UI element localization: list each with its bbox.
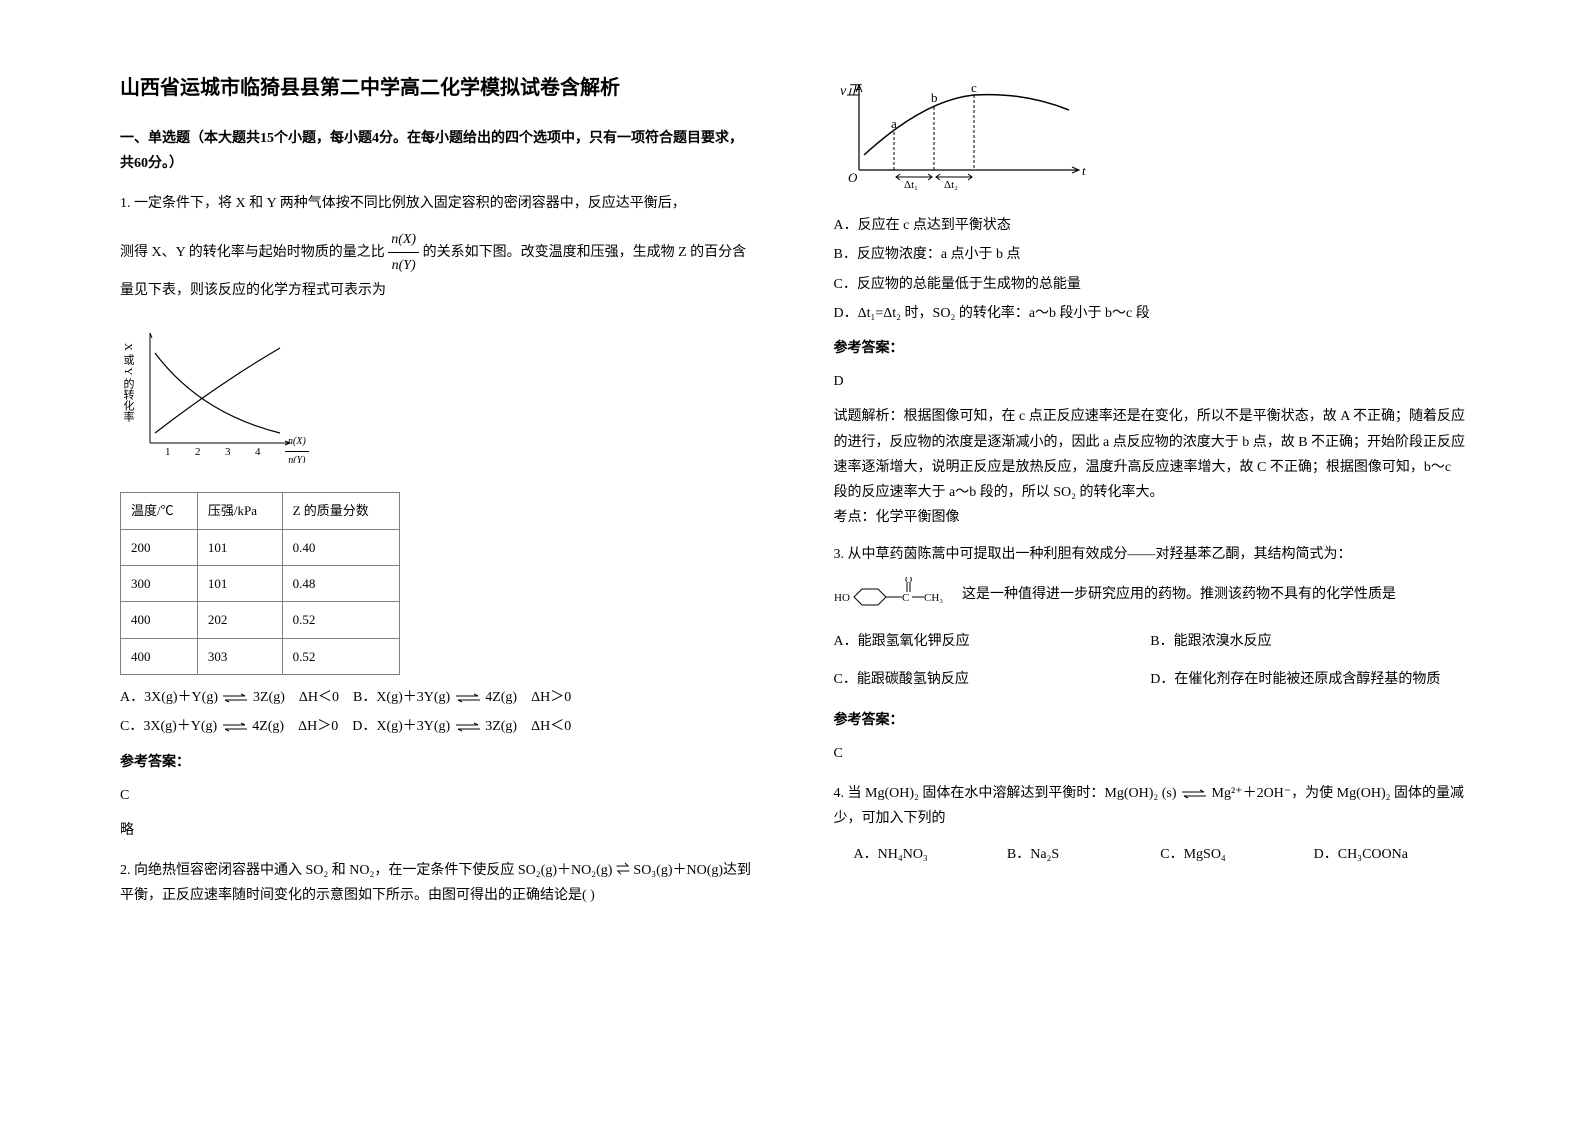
answer-label: 参考答案： [834, 708, 1468, 733]
q2-kaodian: 考点：化学平衡图像 [834, 505, 1468, 530]
table-row: 2001010.40 [121, 529, 400, 565]
q3-options: A．能跟氢氧化钾反应 B．能跟浓溴水反应 C．能跟碳酸氢钠反应 D．在催化剂存在… [834, 623, 1468, 697]
q3-text-a: 从中草药茵陈蒿中可提取出一种利胆有效成分——对羟基苯乙酮，其结构简式为： [848, 547, 1352, 562]
answer-label: 参考答案： [834, 336, 1468, 361]
table-row: 4002020.52 [121, 602, 400, 638]
svg-text:4: 4 [255, 446, 261, 458]
q3-opt-a: A．能跟氢氧化钾反应 [834, 629, 1151, 654]
q3-opt-c: C．能跟碳酸氢钠反应 [834, 667, 1151, 692]
question-4: 4. 当 Mg(OH)₂ 固体在水中溶解达到平衡时：Mg(OH)₂ (s) Mg… [834, 781, 1468, 867]
q4-opt-d: D．CH₃COONa [1314, 842, 1467, 867]
svg-text:O: O [905, 577, 912, 586]
q1-text-b: 测得 X、Y 的转化率与起始时物质的量之比 [120, 244, 385, 259]
q2-opt-d: D．Δt₁=Δt₂ 时，SO₂ 的转化率：a～b 段小于 b～c 段 [834, 301, 1468, 326]
q3-num: 3. [834, 547, 845, 562]
answer-label: 参考答案： [120, 750, 754, 775]
svg-text:Δt₂: Δt₂ [944, 179, 958, 190]
q1-options: A．3X(g)＋Y(g) 3Z(g) ΔH＜0 B．X(g)＋3Y(g) 4Z(… [120, 685, 754, 739]
q1-num: 1. [120, 196, 131, 211]
q4-num: 4. [834, 786, 845, 801]
svg-text:1: 1 [165, 446, 171, 458]
table-row: 4003030.52 [121, 638, 400, 674]
q4-opt-b: B．Na₂S [1007, 842, 1160, 867]
table-row: 3001010.48 [121, 566, 400, 602]
q1-table: 温度/℃ 压强/kPa Z 的质量分数 2001010.40 3001010.4… [120, 492, 400, 675]
svg-text:HO: HO [834, 592, 850, 604]
svg-text:a: a [891, 116, 897, 131]
q1-graph: X 或 Y 的转化率 1 2 3 4 n(X) n(Y) [120, 323, 320, 463]
q3-opt-d: D．在催化剂存在时能被还原成含醇羟基的物质 [1150, 667, 1467, 692]
question-1: 1. 一定条件下，将 X 和 Y 两种气体按不同比例放入固定容积的密闭容器中，反… [120, 191, 754, 843]
equilibrium-arrow-icon [1180, 789, 1208, 799]
q2-explain: 试题解析：根据图像可知，在 c 点正反应速率还是在变化，所以不是平衡状态，故 A… [834, 404, 1468, 505]
q1-text-a: 一定条件下，将 X 和 Y 两种气体按不同比例放入固定容积的密闭容器中，反应达平… [134, 196, 686, 211]
question-3: 3. 从中草药茵陈蒿中可提取出一种利胆有效成分——对羟基苯乙酮，其结构简式为： … [834, 542, 1468, 766]
q2-text: 向绝热恒容密闭容器中通入 SO₂ 和 NO₂，在一定条件下使反应 SO₂(g)＋… [120, 863, 751, 903]
q4-text-a: 当 Mg(OH)₂ 固体在水中溶解达到平衡时：Mg(OH)₂ (s) [848, 786, 1177, 801]
q2-num: 2. [120, 863, 131, 878]
svg-text:3: 3 [225, 446, 231, 458]
y-axis-label: X 或 Y 的转化率 [122, 343, 135, 422]
q4-opt-c: C．MgSO₄ [1160, 842, 1313, 867]
svg-text:C: C [902, 592, 909, 604]
svg-text:Δt₁: Δt₁ [904, 179, 918, 190]
q2-opt-c: C．反应物的总能量低于生成物的总能量 [834, 272, 1468, 297]
equilibrium-arrow-icon [454, 693, 482, 703]
svg-text:O: O [848, 170, 858, 185]
q1-fraction: n(X) n(Y) [388, 227, 419, 278]
right-column: v正 a b c O Δt₁ Δt₂ t A．反应在 c 点达到平衡状态 B．反… [794, 70, 1488, 1052]
x-axis-label: n(X) n(Y) [285, 433, 309, 463]
equilibrium-arrow-icon [454, 722, 482, 732]
section-one-header: 一、单选题（本大题共15个小题，每小题4分。在每小题给出的四个选项中，只有一项符… [120, 126, 754, 176]
q3-structure-icon: HO C O CH₃ [834, 577, 954, 613]
q1-note: 略 [120, 818, 754, 843]
svg-text:2: 2 [195, 446, 201, 458]
q4-options: A．NH₄NO₃ B．Na₂S C．MgSO₄ D．CH₃COONa [834, 842, 1468, 867]
q1-answer: C [120, 783, 754, 808]
svg-text:t: t [1082, 163, 1086, 178]
q3-opt-b: B．能跟浓溴水反应 [1150, 629, 1467, 654]
q2-graph: v正 a b c O Δt₁ Δt₂ t [834, 80, 1094, 190]
page-title: 山西省运城市临猗县县第二中学高二化学模拟试卷含解析 [120, 70, 754, 106]
q2-options: A．反应在 c 点达到平衡状态 B．反应物浓度：a 点小于 b 点 C．反应物的… [834, 213, 1468, 326]
question-2-intro: 2. 向绝热恒容密闭容器中通入 SO₂ 和 NO₂，在一定条件下使反应 SO₂(… [120, 858, 754, 908]
q2-opt-a: A．反应在 c 点达到平衡状态 [834, 213, 1468, 238]
q2-opt-b: B．反应物浓度：a 点小于 b 点 [834, 242, 1468, 267]
q2-answer: D [834, 369, 1468, 394]
table-header-row: 温度/℃ 压强/kPa Z 的质量分数 [121, 493, 400, 529]
q4-opt-a: A．NH₄NO₃ [854, 842, 1007, 867]
svg-text:CH₃: CH₃ [924, 592, 943, 604]
q3-answer: C [834, 741, 1468, 766]
svg-text:b: b [931, 90, 938, 105]
equilibrium-arrow-icon [221, 693, 249, 703]
q3-text-b: 这是一种值得进一步研究应用的药物。推测该药物不具有的化学性质是 [962, 588, 1396, 603]
left-column: 山西省运城市临猗县县第二中学高二化学模拟试卷含解析 一、单选题（本大题共15个小… [100, 70, 794, 1052]
equilibrium-arrow-icon [221, 722, 249, 732]
svg-text:c: c [971, 80, 977, 95]
